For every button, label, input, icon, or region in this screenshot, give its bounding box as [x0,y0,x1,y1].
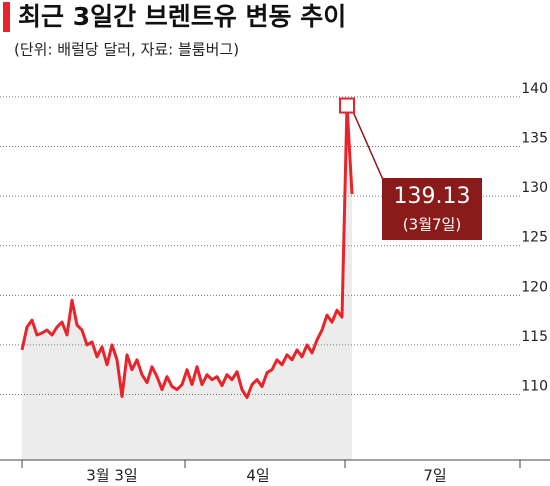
y-tick-label: 125 [521,230,548,246]
price-line [20,104,354,400]
callout-value: 139.13 [394,184,471,209]
y-tick-label: 120 [521,279,548,295]
y-tick-label: 135 [521,131,548,147]
y-tick-label: 110 [521,379,548,395]
x-tick-label: 3월 3일 [86,467,137,485]
y-tick-label: 115 [521,329,548,345]
peak-marker [339,97,355,114]
callout-line [352,111,385,183]
plot: 110 115 120 125 130 135 140 3월 3일 4일 7일 139.13 (3월7… [0,81,550,485]
y-tick-label: 140 [521,81,548,97]
callout-box [382,178,482,240]
callout-date: (3월7일) [403,216,461,234]
y-tick-label: 130 [521,180,548,196]
x-tick-label: 4일 [246,467,269,485]
chart-subtitle: (단위: 배럴당 달러, 자료: 블룸버그) [14,41,239,59]
chart-title: 최근 3일간 브렌트유 변동 추이 [18,2,346,31]
x-tick-label: 7일 [423,467,446,485]
title-bar [3,2,10,32]
area-shade [22,105,352,461]
